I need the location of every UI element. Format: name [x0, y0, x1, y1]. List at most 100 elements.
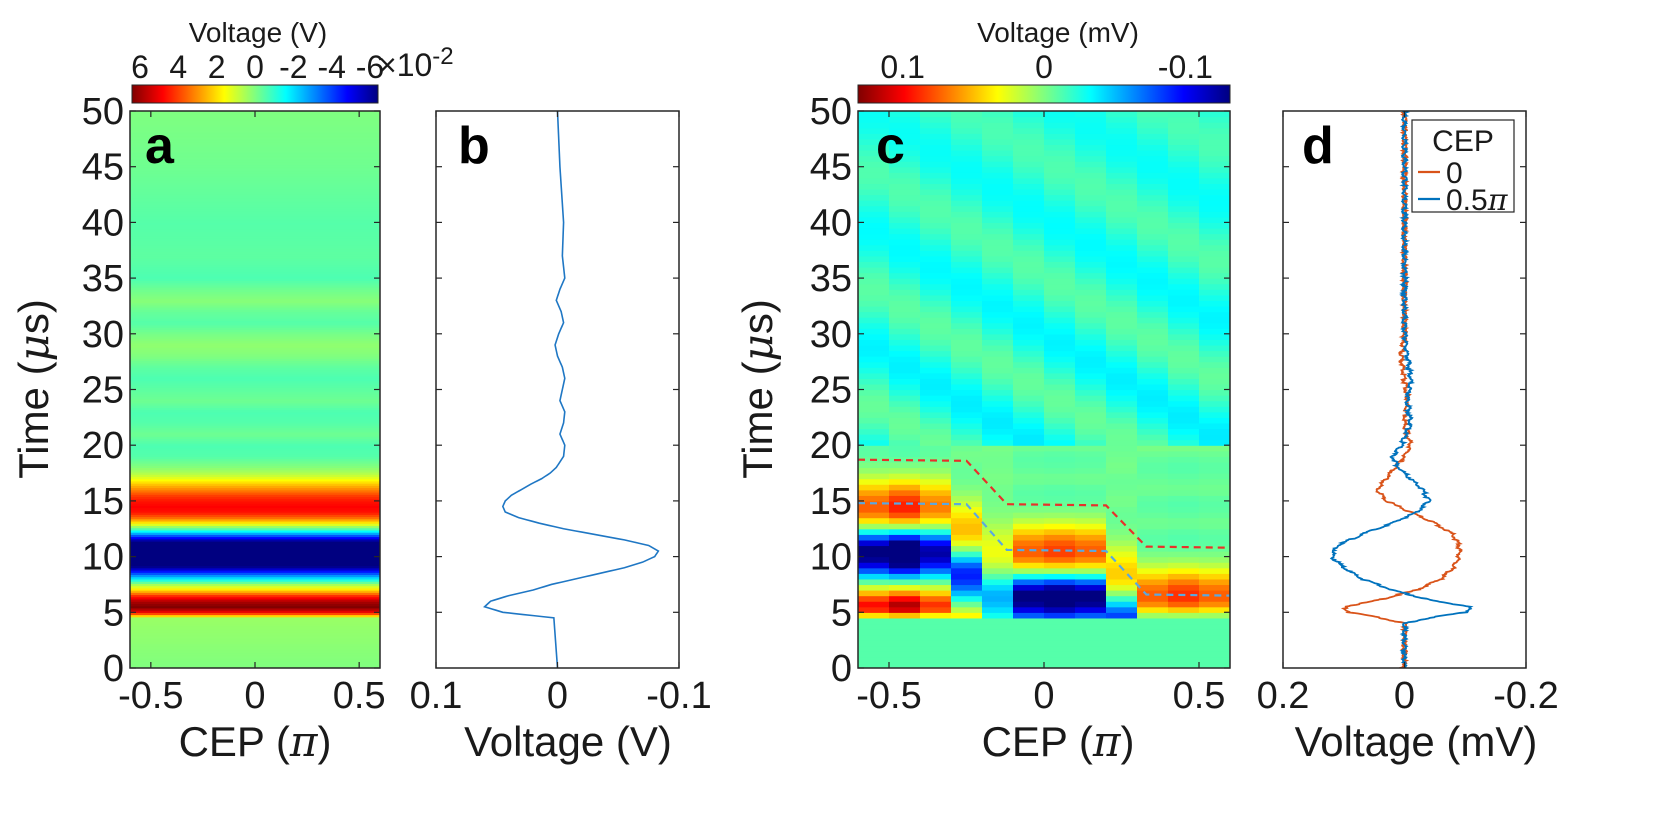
heatmap-cell	[920, 623, 952, 630]
heatmap-cell	[889, 634, 921, 641]
heatmap-cell	[1106, 300, 1138, 307]
heatmap-cell	[1075, 534, 1107, 541]
heatmap-cell	[1199, 361, 1230, 368]
heatmap-cell	[130, 182, 380, 186]
heatmap-cell	[130, 647, 380, 651]
dashed-line-1	[858, 502, 1230, 597]
heatmap-cell	[889, 122, 921, 129]
heatmap-cell	[130, 168, 380, 172]
y-tick-label: 20	[810, 425, 852, 467]
heatmap-cell	[1137, 322, 1169, 329]
heatmap-cell	[858, 428, 890, 435]
heatmap-cell	[920, 612, 952, 619]
heatmap-cell	[1168, 400, 1200, 407]
y-tick-label: 50	[810, 91, 852, 133]
heatmap-cell	[1137, 155, 1169, 162]
heatmap-cell	[1013, 183, 1045, 190]
heatmap-cell	[889, 250, 921, 257]
heatmap-cell	[1137, 500, 1169, 508]
heatmap-cell	[1168, 445, 1200, 452]
heatmap-cell	[130, 520, 380, 524]
heatmap-cell	[1168, 188, 1200, 196]
heatmap-cell	[920, 205, 952, 212]
heatmap-cell	[1137, 651, 1169, 658]
heatmap-cell	[130, 336, 380, 339]
heatmap-cell	[920, 127, 952, 134]
heatmap-cell	[951, 344, 983, 352]
heatmap-cell	[920, 227, 952, 235]
heatmap-cell	[130, 612, 380, 616]
heatmap-cell	[130, 349, 380, 353]
heatmap-cell	[1106, 389, 1138, 396]
heatmap-cell	[130, 567, 380, 571]
heatmap-a	[130, 111, 380, 668]
heatmap-cell	[1137, 317, 1169, 324]
heatmap-cell	[1044, 272, 1076, 279]
heatmap-cell	[1075, 372, 1107, 379]
heatmap-cell	[1044, 400, 1076, 407]
heatmap-cell	[889, 216, 921, 223]
heatmap-cell	[1137, 227, 1169, 235]
heatmap-cell	[130, 598, 380, 602]
heatmap-cell	[130, 133, 380, 137]
heatmap-cell	[1013, 149, 1045, 157]
heatmap-cell	[920, 244, 952, 251]
colorbar-a-ticks: 6 4 2 0 -2 -4 -6	[131, 49, 384, 85]
heatmap-cell	[1044, 662, 1076, 668]
heatmap-cell	[130, 498, 380, 502]
heatmap-cell	[858, 361, 890, 368]
heatmap-cell	[1013, 573, 1045, 580]
heatmap-cell	[951, 456, 983, 463]
heatmap-cell	[130, 485, 380, 489]
heatmap-cell	[130, 400, 380, 404]
heatmap-cell	[1168, 450, 1200, 457]
heatmap-cell	[982, 573, 1014, 580]
heatmap-cell	[1075, 383, 1107, 391]
heatmap-cell	[1106, 629, 1138, 636]
heatmap-cell	[1044, 584, 1076, 591]
heatmap-cell	[1075, 634, 1107, 641]
heatmap-cell	[1168, 383, 1200, 391]
heatmap-cell	[130, 157, 380, 161]
heatmap-cell	[1044, 116, 1076, 123]
heatmap-cell	[1199, 127, 1230, 134]
heatmap-cell	[889, 188, 921, 196]
heatmap-cell	[130, 512, 380, 515]
heatmap-cell	[1075, 551, 1107, 558]
heatmap-cell	[130, 304, 380, 308]
heatmap-cell	[1106, 283, 1138, 290]
heatmap-cell	[1013, 194, 1045, 201]
heatmap-cell	[920, 177, 952, 185]
heatmap-cell	[1168, 367, 1200, 374]
heatmap-cell	[1013, 489, 1045, 496]
heatmap-cell	[1106, 227, 1138, 235]
heatmap-cell	[130, 315, 380, 319]
heatmap-cell	[1199, 244, 1230, 251]
heatmap-cell	[889, 528, 921, 535]
heatmap-cell	[130, 411, 380, 415]
heatmap-cell	[1075, 311, 1107, 318]
heatmap-cell	[951, 573, 983, 580]
heatmap-cell	[130, 601, 380, 604]
heatmap-cell	[951, 434, 983, 441]
heatmap-cell	[920, 372, 952, 379]
heatmap-cell	[1106, 439, 1138, 446]
heatmap-cell	[889, 551, 921, 558]
heatmap-cell	[920, 528, 952, 535]
heatmap-cell	[130, 514, 380, 518]
heatmap-cell	[1106, 317, 1138, 324]
heatmap-cell	[920, 356, 952, 363]
heatmap-cell	[1044, 495, 1076, 502]
heatmap-cell	[889, 434, 921, 441]
heatmap-cell	[951, 383, 983, 391]
heatmap-cell	[982, 172, 1014, 179]
heatmap-cell	[1106, 233, 1138, 240]
heatmap-cell	[1044, 395, 1076, 402]
heatmap-cell	[130, 258, 380, 261]
heatmap-cell	[130, 151, 380, 154]
heatmap-cell	[951, 161, 983, 168]
heatmap-cell	[1137, 188, 1169, 196]
heatmap-cell	[1106, 183, 1138, 190]
heatmap-cell	[1013, 328, 1045, 335]
legend-title: CEP	[1432, 125, 1494, 158]
